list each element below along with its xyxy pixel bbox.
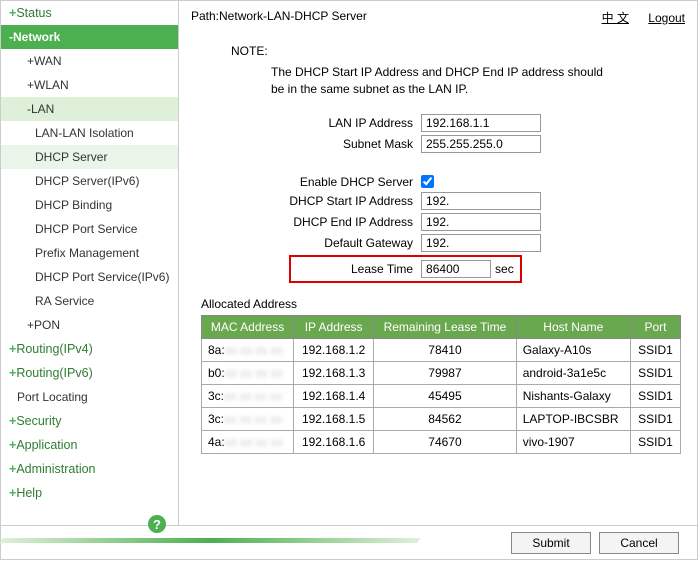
end-ip-input[interactable] — [421, 213, 541, 231]
lang-link[interactable]: 中 文 — [602, 11, 629, 25]
sidebar-item-prefix[interactable]: Prefix Management — [1, 241, 178, 265]
enable-label: Enable DHCP Server — [221, 175, 421, 189]
lease-label: Lease Time — [291, 262, 421, 276]
ip-cell: 192.168.1.2 — [294, 338, 374, 361]
host-cell: Nishants-Galaxy — [516, 384, 630, 407]
sidebar-item-wan[interactable]: +WAN — [1, 49, 178, 73]
lease-cell: 84562 — [374, 407, 516, 430]
lan-ip-label: LAN IP Address — [221, 116, 421, 130]
lease-cell: 74670 — [374, 430, 516, 453]
mac-cell: 8a:xx xx xx xx — [202, 338, 294, 361]
alloc-header: MAC Address — [202, 315, 294, 338]
sidebar-item-application[interactable]: +Application — [1, 433, 178, 457]
mac-cell: 3c:xx xx xx xx — [202, 407, 294, 430]
lease-input[interactable] — [421, 260, 491, 278]
table-row: 4a:xx xx xx xx192.168.1.674670vivo-1907S… — [202, 430, 681, 453]
subnet-input[interactable] — [421, 135, 541, 153]
host-cell: vivo-1907 — [516, 430, 630, 453]
alloc-header: IP Address — [294, 315, 374, 338]
ip-cell: 192.168.1.4 — [294, 384, 374, 407]
sidebar-item-status[interactable]: +Status — [1, 1, 178, 25]
gateway-input[interactable] — [421, 234, 541, 252]
submit-button[interactable]: Submit — [511, 532, 591, 554]
cancel-button[interactable]: Cancel — [599, 532, 679, 554]
lease-cell: 45495 — [374, 384, 516, 407]
table-row: 8a:xx xx xx xx192.168.1.278410Galaxy-A10… — [202, 338, 681, 361]
breadcrumb: Path:Network-LAN-DHCP Server — [191, 9, 367, 26]
sidebar-item-network[interactable]: -Network — [1, 25, 178, 49]
sidebar-item-wlan[interactable]: +WLAN — [1, 73, 178, 97]
footer-stripe — [0, 538, 420, 543]
table-row: 3c:xx xx xx xx192.168.1.445495Nishants-G… — [202, 384, 681, 407]
host-cell: LAPTOP-IBCSBR — [516, 407, 630, 430]
ip-cell: 192.168.1.5 — [294, 407, 374, 430]
port-cell: SSID1 — [630, 407, 680, 430]
alloc-header: Remaining Lease Time — [374, 315, 516, 338]
alloc-header: Port — [630, 315, 680, 338]
note-title: NOTE: — [231, 44, 685, 58]
lease-cell: 79987 — [374, 361, 516, 384]
ip-cell: 192.168.1.6 — [294, 430, 374, 453]
end-ip-label: DHCP End IP Address — [221, 215, 421, 229]
sidebar: +Status -Network +WAN +WLAN -LAN LAN-LAN… — [1, 1, 179, 525]
sidebar-item-dhcp-port-ipv6[interactable]: DHCP Port Service(IPv6) — [1, 265, 178, 289]
sidebar-item-admin[interactable]: +Administration — [1, 457, 178, 481]
sidebar-item-help[interactable]: +Help — [1, 481, 178, 505]
host-cell: android-3a1e5c — [516, 361, 630, 384]
mac-cell: b0:xx xx xx xx — [202, 361, 294, 384]
port-cell: SSID1 — [630, 361, 680, 384]
ip-cell: 192.168.1.3 — [294, 361, 374, 384]
note-body: The DHCP Start IP Address and DHCP End I… — [271, 64, 611, 98]
mac-cell: 4a:xx xx xx xx — [202, 430, 294, 453]
alloc-title: Allocated Address — [201, 297, 685, 311]
sidebar-item-pon[interactable]: +PON — [1, 313, 178, 337]
sidebar-item-lan[interactable]: -LAN — [1, 97, 178, 121]
lease-time-highlight: Lease Time sec — [289, 255, 522, 283]
mac-cell: 3c:xx xx xx xx — [202, 384, 294, 407]
sidebar-item-port-loc[interactable]: Port Locating — [1, 385, 178, 409]
sidebar-item-routing6[interactable]: +Routing(IPv6) — [1, 361, 178, 385]
alloc-header: Host Name — [516, 315, 630, 338]
start-ip-input[interactable] — [421, 192, 541, 210]
port-cell: SSID1 — [630, 338, 680, 361]
sidebar-item-dhcp-binding[interactable]: DHCP Binding — [1, 193, 178, 217]
sidebar-item-security[interactable]: +Security — [1, 409, 178, 433]
sidebar-item-dhcp-port[interactable]: DHCP Port Service — [1, 217, 178, 241]
gateway-label: Default Gateway — [221, 236, 421, 250]
sidebar-item-dhcp-ipv6[interactable]: DHCP Server(IPv6) — [1, 169, 178, 193]
host-cell: Galaxy-A10s — [516, 338, 630, 361]
logout-link[interactable]: Logout — [648, 11, 685, 25]
footer: Submit Cancel — [0, 526, 698, 560]
port-cell: SSID1 — [630, 430, 680, 453]
main-content: Path:Network-LAN-DHCP Server 中 文 Logout … — [179, 1, 697, 525]
lan-ip-input[interactable] — [421, 114, 541, 132]
lease-unit: sec — [491, 262, 514, 276]
enable-checkbox[interactable] — [421, 175, 434, 188]
start-ip-label: DHCP Start IP Address — [221, 194, 421, 208]
port-cell: SSID1 — [630, 384, 680, 407]
table-row: 3c:xx xx xx xx192.168.1.584562LAPTOP-IBC… — [202, 407, 681, 430]
sidebar-item-lan-iso[interactable]: LAN-LAN Isolation — [1, 121, 178, 145]
sidebar-item-dhcp-server[interactable]: DHCP Server — [1, 145, 178, 169]
sidebar-item-ra[interactable]: RA Service — [1, 289, 178, 313]
sidebar-item-routing4[interactable]: +Routing(IPv4) — [1, 337, 178, 361]
table-row: b0:xx xx xx xx192.168.1.379987android-3a… — [202, 361, 681, 384]
lease-cell: 78410 — [374, 338, 516, 361]
alloc-table: MAC AddressIP AddressRemaining Lease Tim… — [201, 315, 681, 454]
subnet-label: Subnet Mask — [221, 137, 421, 151]
